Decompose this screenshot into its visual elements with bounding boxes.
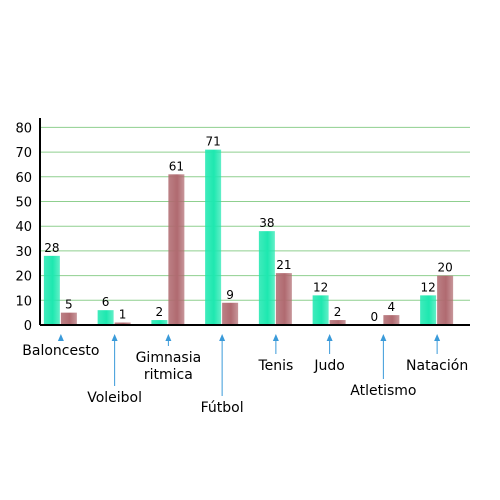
bar xyxy=(329,320,346,325)
y-tick-label: 10 xyxy=(15,294,32,309)
grid xyxy=(40,126,470,301)
arrow-up-icon xyxy=(434,334,441,341)
arrow-up-icon xyxy=(165,334,172,341)
data-label: 12 xyxy=(420,280,435,294)
data-label: 4 xyxy=(388,300,396,314)
bar xyxy=(312,295,329,325)
y-tick-label: 0 xyxy=(24,319,32,334)
category-label: Baloncesto xyxy=(22,343,99,359)
data-label: 38 xyxy=(259,216,274,230)
axes xyxy=(39,118,470,396)
bar xyxy=(60,312,77,325)
category-label: Atletismo xyxy=(350,383,416,399)
bar xyxy=(437,275,454,325)
arrow-up-icon xyxy=(111,334,118,341)
data-label: 21 xyxy=(276,258,291,272)
category-label: Judo xyxy=(313,358,344,374)
arrow-up-icon xyxy=(219,334,226,341)
bar xyxy=(258,231,275,325)
category-label: ritmica xyxy=(144,367,193,383)
category-label: Tenis xyxy=(257,358,293,374)
arrow-up-icon xyxy=(380,334,387,341)
y-tick-label: 80 xyxy=(15,121,32,136)
arrow-up-icon xyxy=(272,334,279,341)
bar xyxy=(222,302,239,325)
data-label: 1 xyxy=(119,308,127,322)
y-tick-label: 50 xyxy=(15,196,32,211)
data-label: 0 xyxy=(371,310,379,324)
bars xyxy=(43,149,454,325)
data-label: 2 xyxy=(334,305,342,319)
bar xyxy=(383,315,400,325)
category-label: Natación xyxy=(406,358,468,374)
category-label: Gimnasia xyxy=(136,350,202,366)
bar xyxy=(114,322,131,325)
y-tick-label: 30 xyxy=(15,245,32,260)
y-tick-label: 40 xyxy=(15,220,32,235)
bar xyxy=(151,320,168,325)
data-label: 61 xyxy=(169,159,184,173)
data-label: 20 xyxy=(437,261,452,275)
bar xyxy=(275,273,292,325)
bar xyxy=(420,295,437,325)
arrow-up-icon xyxy=(57,334,64,341)
bar xyxy=(168,174,185,325)
data-label: 6 xyxy=(102,295,110,309)
labels: 01020304050607080285Baloncesto61Voleibol… xyxy=(15,121,468,416)
data-label: 28 xyxy=(44,241,59,255)
y-tick-label: 60 xyxy=(15,171,32,186)
bar xyxy=(97,310,114,325)
y-tick-label: 70 xyxy=(15,146,32,161)
data-label: 2 xyxy=(156,305,164,319)
data-label: 9 xyxy=(226,288,234,302)
bar xyxy=(43,255,60,325)
arrow-up-icon xyxy=(326,334,333,341)
data-label: 12 xyxy=(313,280,328,294)
category-label: Fútbol xyxy=(201,400,244,416)
data-label: 71 xyxy=(205,135,220,149)
y-tick-label: 20 xyxy=(15,270,32,285)
data-label: 5 xyxy=(65,298,73,312)
category-label: Voleibol xyxy=(87,390,142,406)
bar xyxy=(205,149,222,325)
